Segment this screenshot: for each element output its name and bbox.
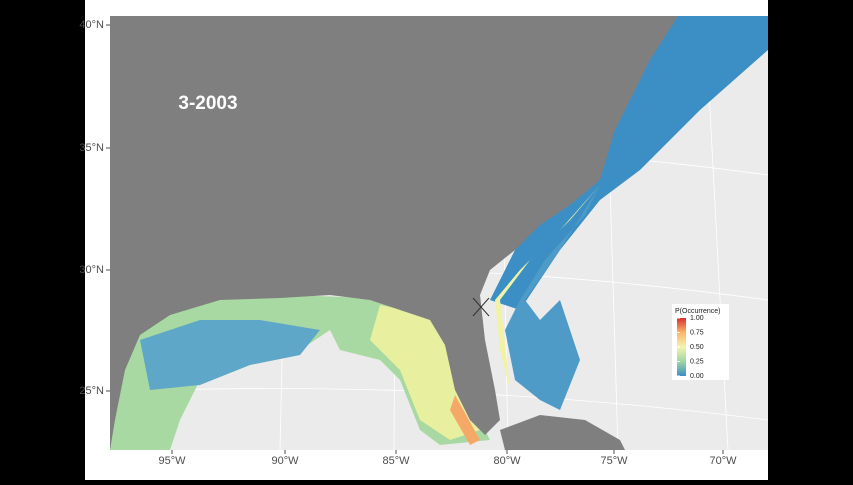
x-tick-label: 70°W [709,455,737,467]
y-tick-label: 40°N [79,19,104,31]
y-tick-label: 25°N [79,385,104,397]
legend-tick-label: 0.25 [690,358,704,365]
cuba [500,415,625,450]
x-tick-label: 75°W [600,455,628,467]
legend: P(Occurrence) 1.00 0.75 0.50 0.25 0.00 [672,304,729,380]
legend-tick-label: 0.00 [690,373,704,380]
x-tick-label: 95°W [158,455,186,467]
legend-colorbar [677,318,686,376]
probability-surface [110,16,768,450]
land [110,16,678,450]
x-tick-label: 90°W [271,455,299,467]
marker-x [472,297,490,317]
y-tick-label: 35°N [79,142,104,154]
x-tick-label: 85°W [382,455,410,467]
map-title: 3-2003 [178,93,237,114]
legend-title: P(Occurrence) [675,308,721,315]
legend-ticks: 1.00 0.75 0.50 0.25 0.00 [677,315,704,380]
y-axis: 40°N 35°N 30°N 25°N [79,19,110,397]
legend-tick-label: 1.00 [690,315,704,322]
x-tick-label: 80°W [493,455,521,467]
x-axis: 95°W 90°W 85°W 80°W 75°W 70°W [158,450,737,467]
y-tick-label: 30°N [79,264,104,276]
legend-tick-label: 0.50 [690,344,704,351]
legend-tick-label: 0.75 [690,329,704,336]
